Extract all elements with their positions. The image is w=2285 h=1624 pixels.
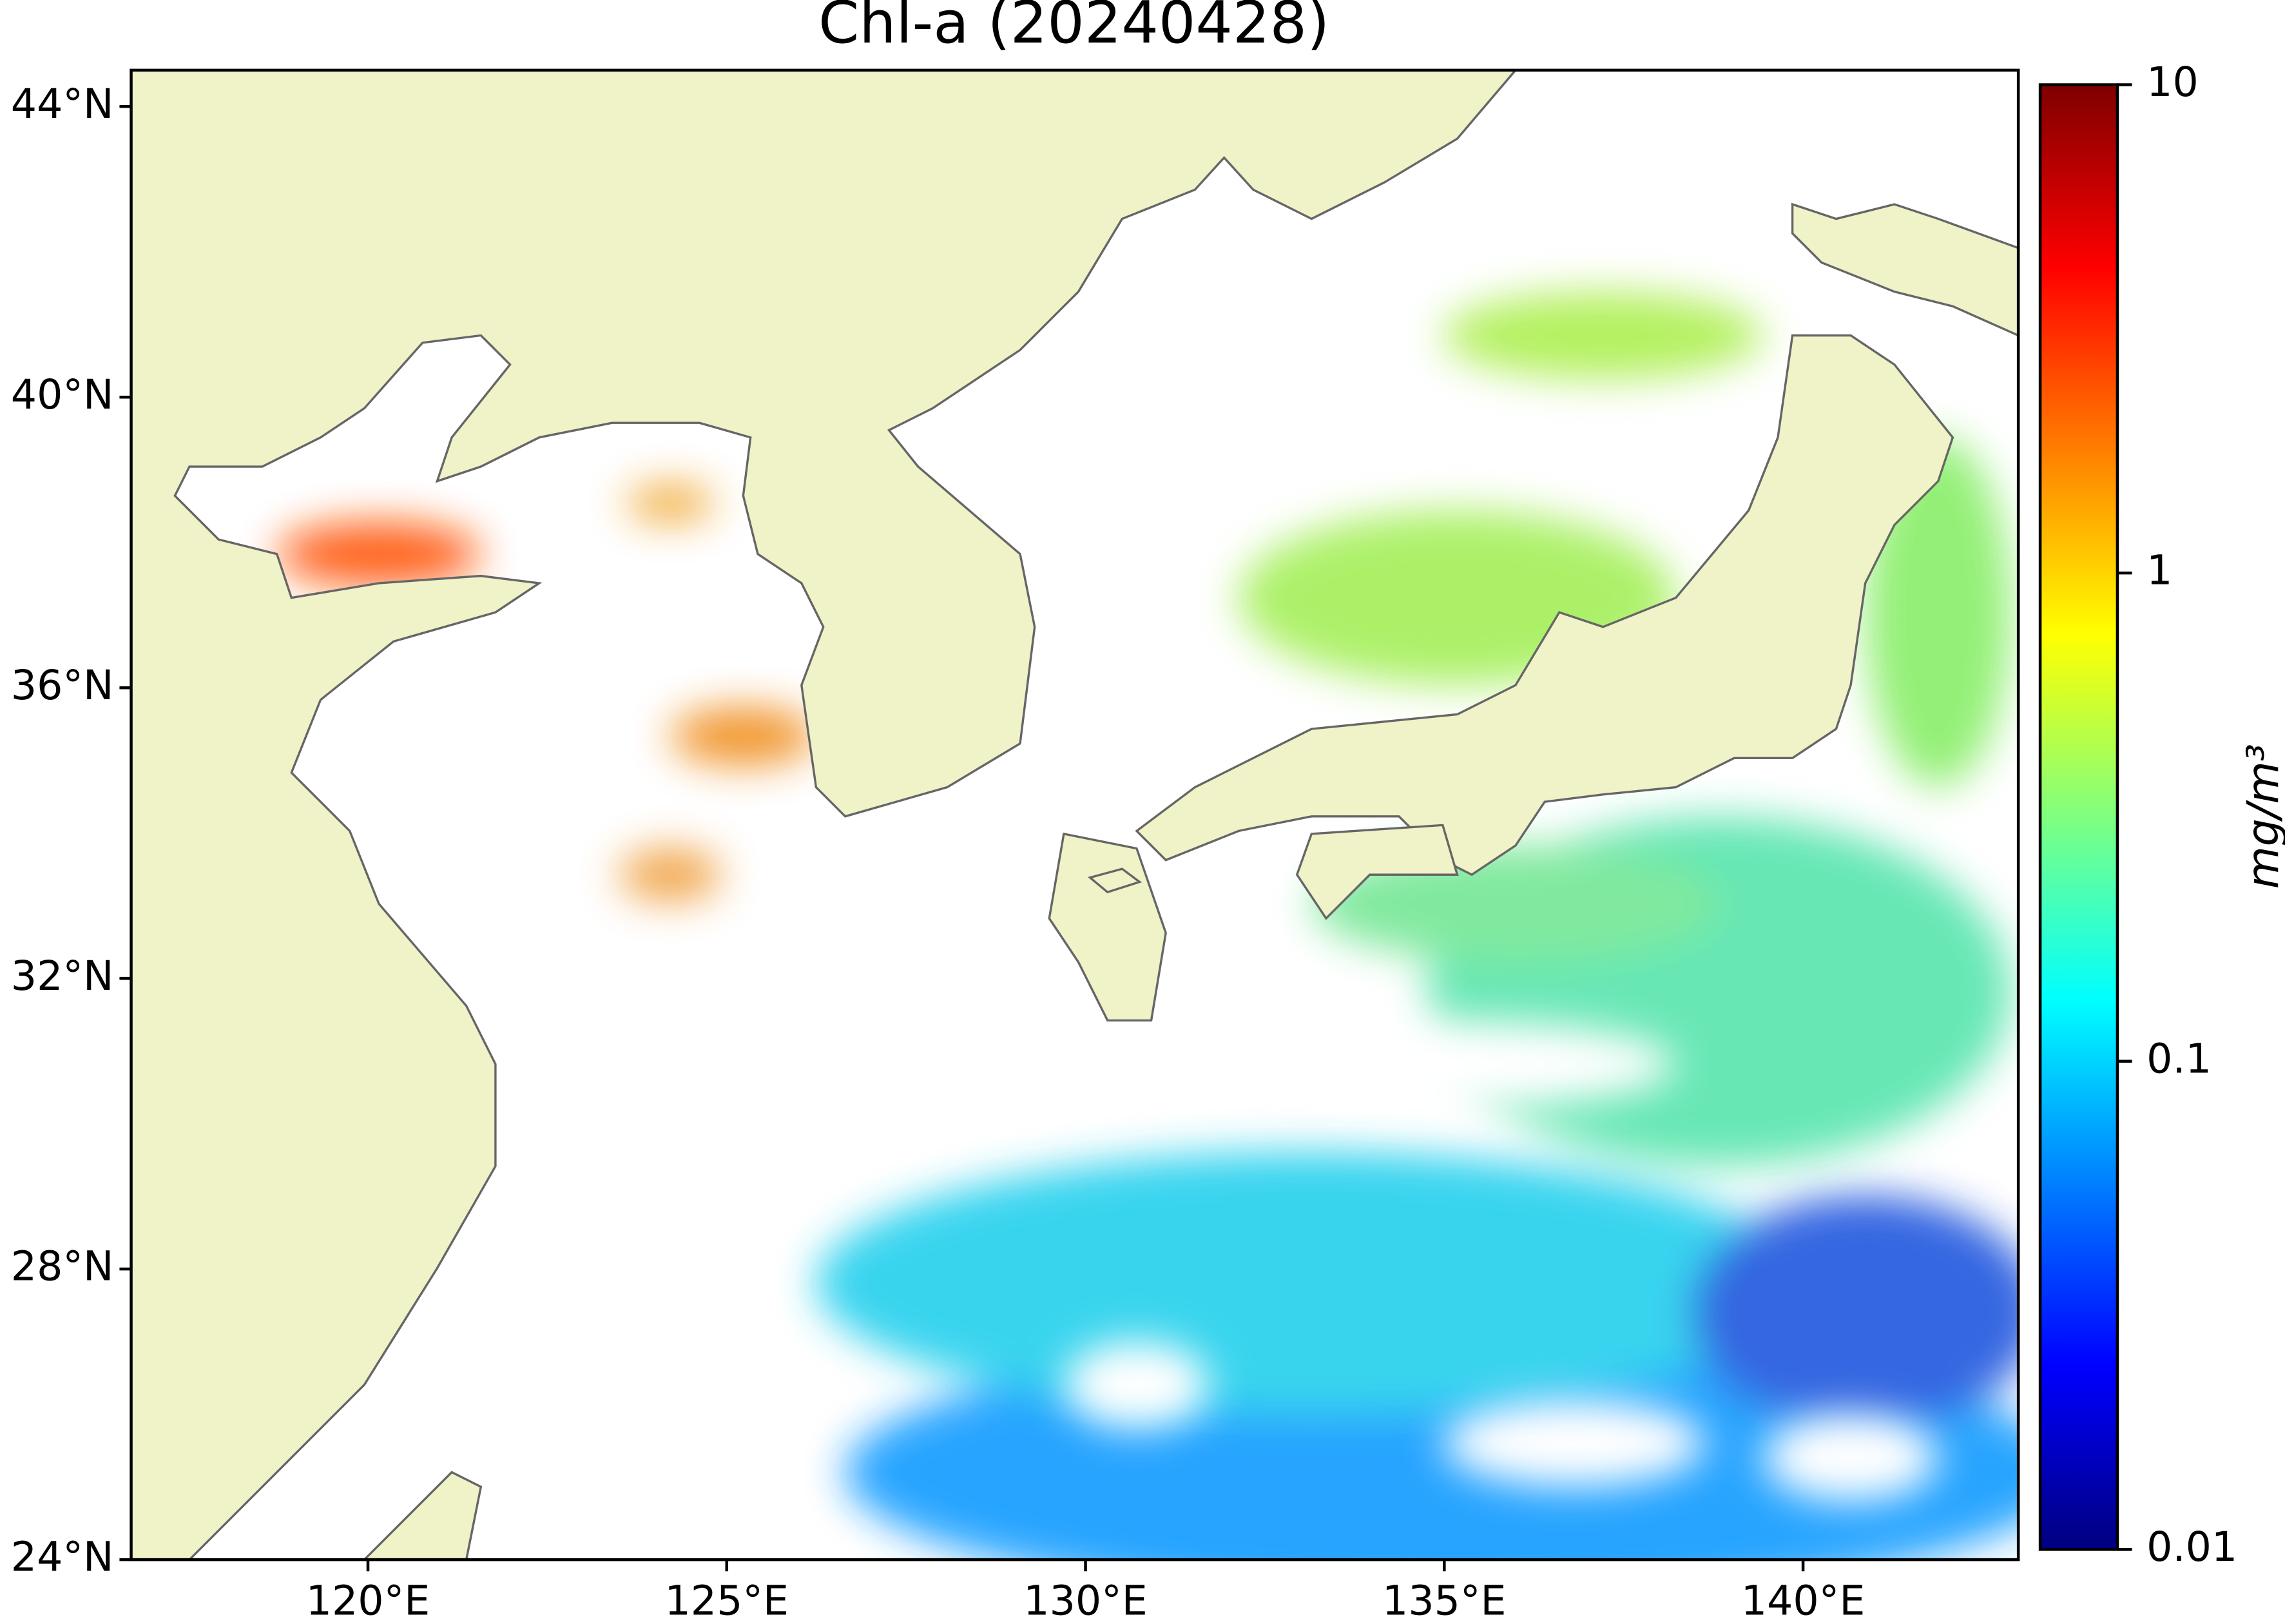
colorbar-tick-label: 1	[2146, 546, 2172, 594]
land	[130, 69, 2020, 1561]
x-tick-label: 140°E	[1741, 1577, 1866, 1624]
y-tick-label: 36°N	[11, 661, 114, 709]
y-tick-label: 40°N	[11, 371, 114, 418]
y-tick-label: 24°N	[11, 1533, 114, 1581]
jeju	[1088, 867, 1142, 894]
chl-patch	[1690, 1195, 2019, 1429]
colorbar-tick-label: 0.01	[2146, 1523, 2237, 1571]
map-frame	[130, 68, 2020, 1561]
title: Chl-a (20240428)	[818, 0, 1329, 57]
x-tick-label: 130°E	[1023, 1577, 1148, 1624]
colorbar-tick-label: 0.1	[2146, 1034, 2212, 1082]
chl-patch	[1442, 291, 1764, 380]
colorbar-label: mg/m³	[2237, 744, 2285, 889]
chl-patch	[816, 1151, 1808, 1414]
shikoku	[1295, 824, 1459, 920]
chl-patch	[1865, 437, 2011, 788]
chl-patch	[626, 485, 715, 521]
x-tick-label: 135°E	[1382, 1577, 1507, 1624]
colorbar	[2038, 83, 2119, 1551]
honshu	[1135, 334, 1954, 876]
cloud-mask	[1063, 1020, 1938, 1502]
y-tick-label: 44°N	[11, 80, 114, 128]
chl-patch	[619, 848, 722, 901]
x-tick-label: 125°E	[665, 1577, 789, 1624]
y-tick-label: 32°N	[11, 952, 114, 1000]
axes: 120°E 125°E 130°E 135°E 140°E 24°N 28°N 32°N 36°…	[11, 58, 2237, 1624]
chl-patch	[670, 707, 816, 766]
y-tick-label: 28°N	[11, 1242, 114, 1290]
colorbar-tick-label: 10	[2146, 58, 2199, 106]
chl-patch	[276, 521, 481, 586]
mainland	[130, 69, 1518, 1561]
x-tick-label: 120°E	[306, 1577, 430, 1624]
